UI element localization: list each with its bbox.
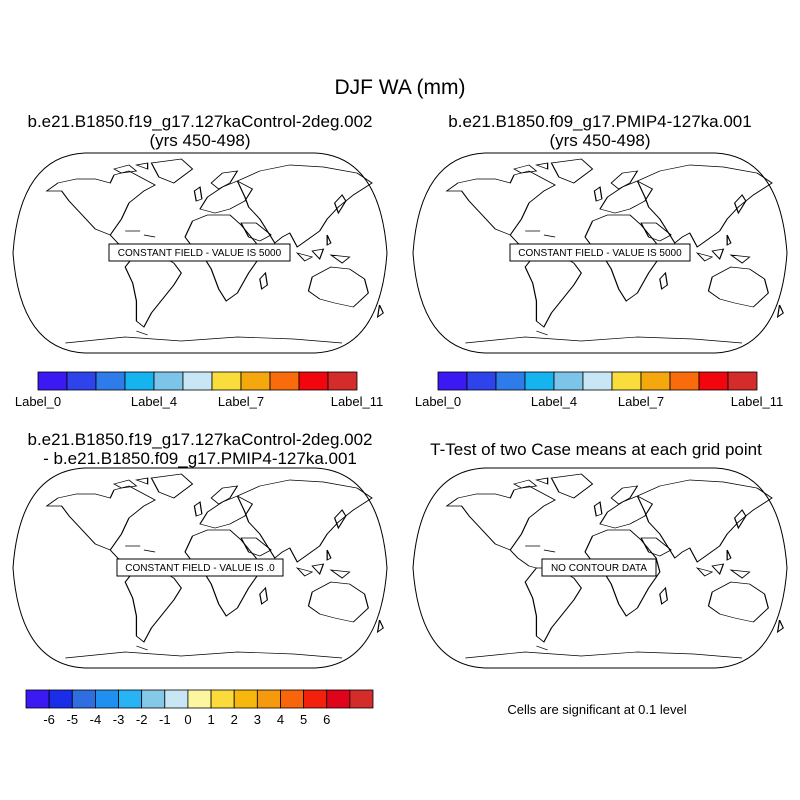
colorbar-tick-label: -6 [43,712,55,727]
colorbar-swatch [303,689,328,709]
colorbar-swatch [211,371,242,391]
annotation-text: CONSTANT FIELD - VALUE IS .0 [125,563,275,574]
colorbar-swatch [182,371,213,391]
annotation-box [509,243,691,262]
annotation-box [116,558,284,577]
colorbar-tick-label: Label_4 [531,394,577,409]
colorbar-swatch [349,689,374,709]
map-outline [412,152,788,354]
colorbar-swatch [524,371,555,391]
colorbar-swatch [727,371,758,391]
colorbar-swatch [124,371,155,391]
colorbar-swatch [118,689,143,709]
panel-subtitle-line: (yrs 450-498) [149,131,250,150]
colorbar-swatch [95,689,119,709]
colorbar-case-right: Label_0 Label_4 Label_7 Label_11 [415,371,784,409]
map-outline [12,467,388,669]
colorbar-swatch [210,689,235,709]
annotation-text: CONSTANT FIELD - VALUE IS 5000 [118,248,282,259]
panel-title-line: b.e21.B1850.f19_g17.127kaControl-2deg.00… [27,430,372,449]
colorbar-swatch [25,689,50,709]
map-outline [412,467,788,669]
annotation-box [108,243,291,262]
colorbar-swatch [280,689,305,709]
colorbar-difference: -6 -5 -4 -3 -2 -1 0 1 2 3 4 5 6 [25,689,374,727]
colorbar-tick-label: Label_0 [15,394,61,409]
annotation-text: NO CONTOUR DATA [551,563,647,574]
panel-case1: b.e21.B1850.f19_g17.127kaControl-2deg.00… [13,112,387,353]
colorbar-swatch [233,689,258,709]
colorbar-swatch [640,371,671,391]
colorbar-swatch [669,371,700,391]
panel-title-line: b.e21.B1850.f19_g17.127kaControl-2deg.00… [27,112,372,131]
colorbar-swatch [326,689,351,709]
colorbar-tick-label: 4 [277,712,284,727]
colorbar-tick-label: -2 [136,712,148,727]
panel-case2: b.e21.B1850.f09_g17.PMIP4-127ka.001 (yrs… [413,112,787,353]
colorbar-swatch [327,371,358,391]
annotation-text: CONSTANT FIELD - VALUE IS 5000 [518,248,682,259]
colorbar-tick-label: -5 [66,712,78,727]
colorbar-swatch [164,689,189,709]
colorbar-swatch [153,371,184,391]
colorbar-tick-label: Label_7 [218,394,264,409]
panel-subtitle-line: - b.e21.B1850.f09_g17.PMIP4-127ka.001 [43,449,357,468]
colorbar-swatch [256,689,281,709]
colorbar-tick-label: Label_11 [731,394,784,409]
colorbar-swatch [437,371,468,391]
colorbar-swatch [141,689,166,709]
significance-note: Cells are significant at 0.1 level [507,702,686,717]
map-outline [12,152,388,354]
colorbar-swatch [240,371,271,391]
colorbar-swatch [48,689,73,709]
colorbar-case-left: Label_0 Label_4 Label_7 Label_11 [15,371,384,409]
colorbar-tick-label: 5 [300,712,307,727]
colorbar-tick-label: Label_4 [131,394,177,409]
colorbar-tick-label: -4 [90,712,102,727]
annotation-box [541,558,657,577]
colorbar-tick-label: 0 [184,712,191,727]
colorbar-tick-label: 6 [323,712,330,727]
colorbar-swatch [495,371,526,391]
colorbar-swatch [37,371,68,391]
colorbar-tick-label: Label_0 [415,394,461,409]
colorbar-tick-label: -1 [159,712,171,727]
colorbar-tick-label: Label_7 [618,394,664,409]
colorbar-tick-label: 2 [231,712,238,727]
panel-subtitle-line: (yrs 450-498) [549,131,650,150]
colorbar-tick-label: Label_11 [331,394,384,409]
colorbar-swatch [187,689,212,709]
colorbar-swatch [298,371,329,391]
colorbar-swatch [698,371,729,391]
colorbar-swatch [66,371,97,391]
colorbar-swatch [553,371,584,391]
panel-title-line: T-Test of two Case means at each grid po… [430,440,762,459]
colorbar-swatch [466,371,497,391]
colorbar-swatch [611,371,642,391]
colorbar-swatch [71,689,96,709]
panel-ttest: T-Test of two Case means at each grid po… [413,440,787,668]
panel-difference: b.e21.B1850.f19_g17.127kaControl-2deg.00… [13,430,387,668]
colorbar-tick-label: 3 [254,712,261,727]
panel-title-line: b.e21.B1850.f09_g17.PMIP4-127ka.001 [448,112,751,131]
figure-title: DJF WA (mm) [334,76,465,99]
colorbar-swatch [269,371,300,391]
colorbar-swatch [95,371,126,391]
colorbar-tick-label: 1 [207,712,214,727]
colorbar-tick-label: -3 [113,712,125,727]
colorbar-swatch [582,371,613,391]
